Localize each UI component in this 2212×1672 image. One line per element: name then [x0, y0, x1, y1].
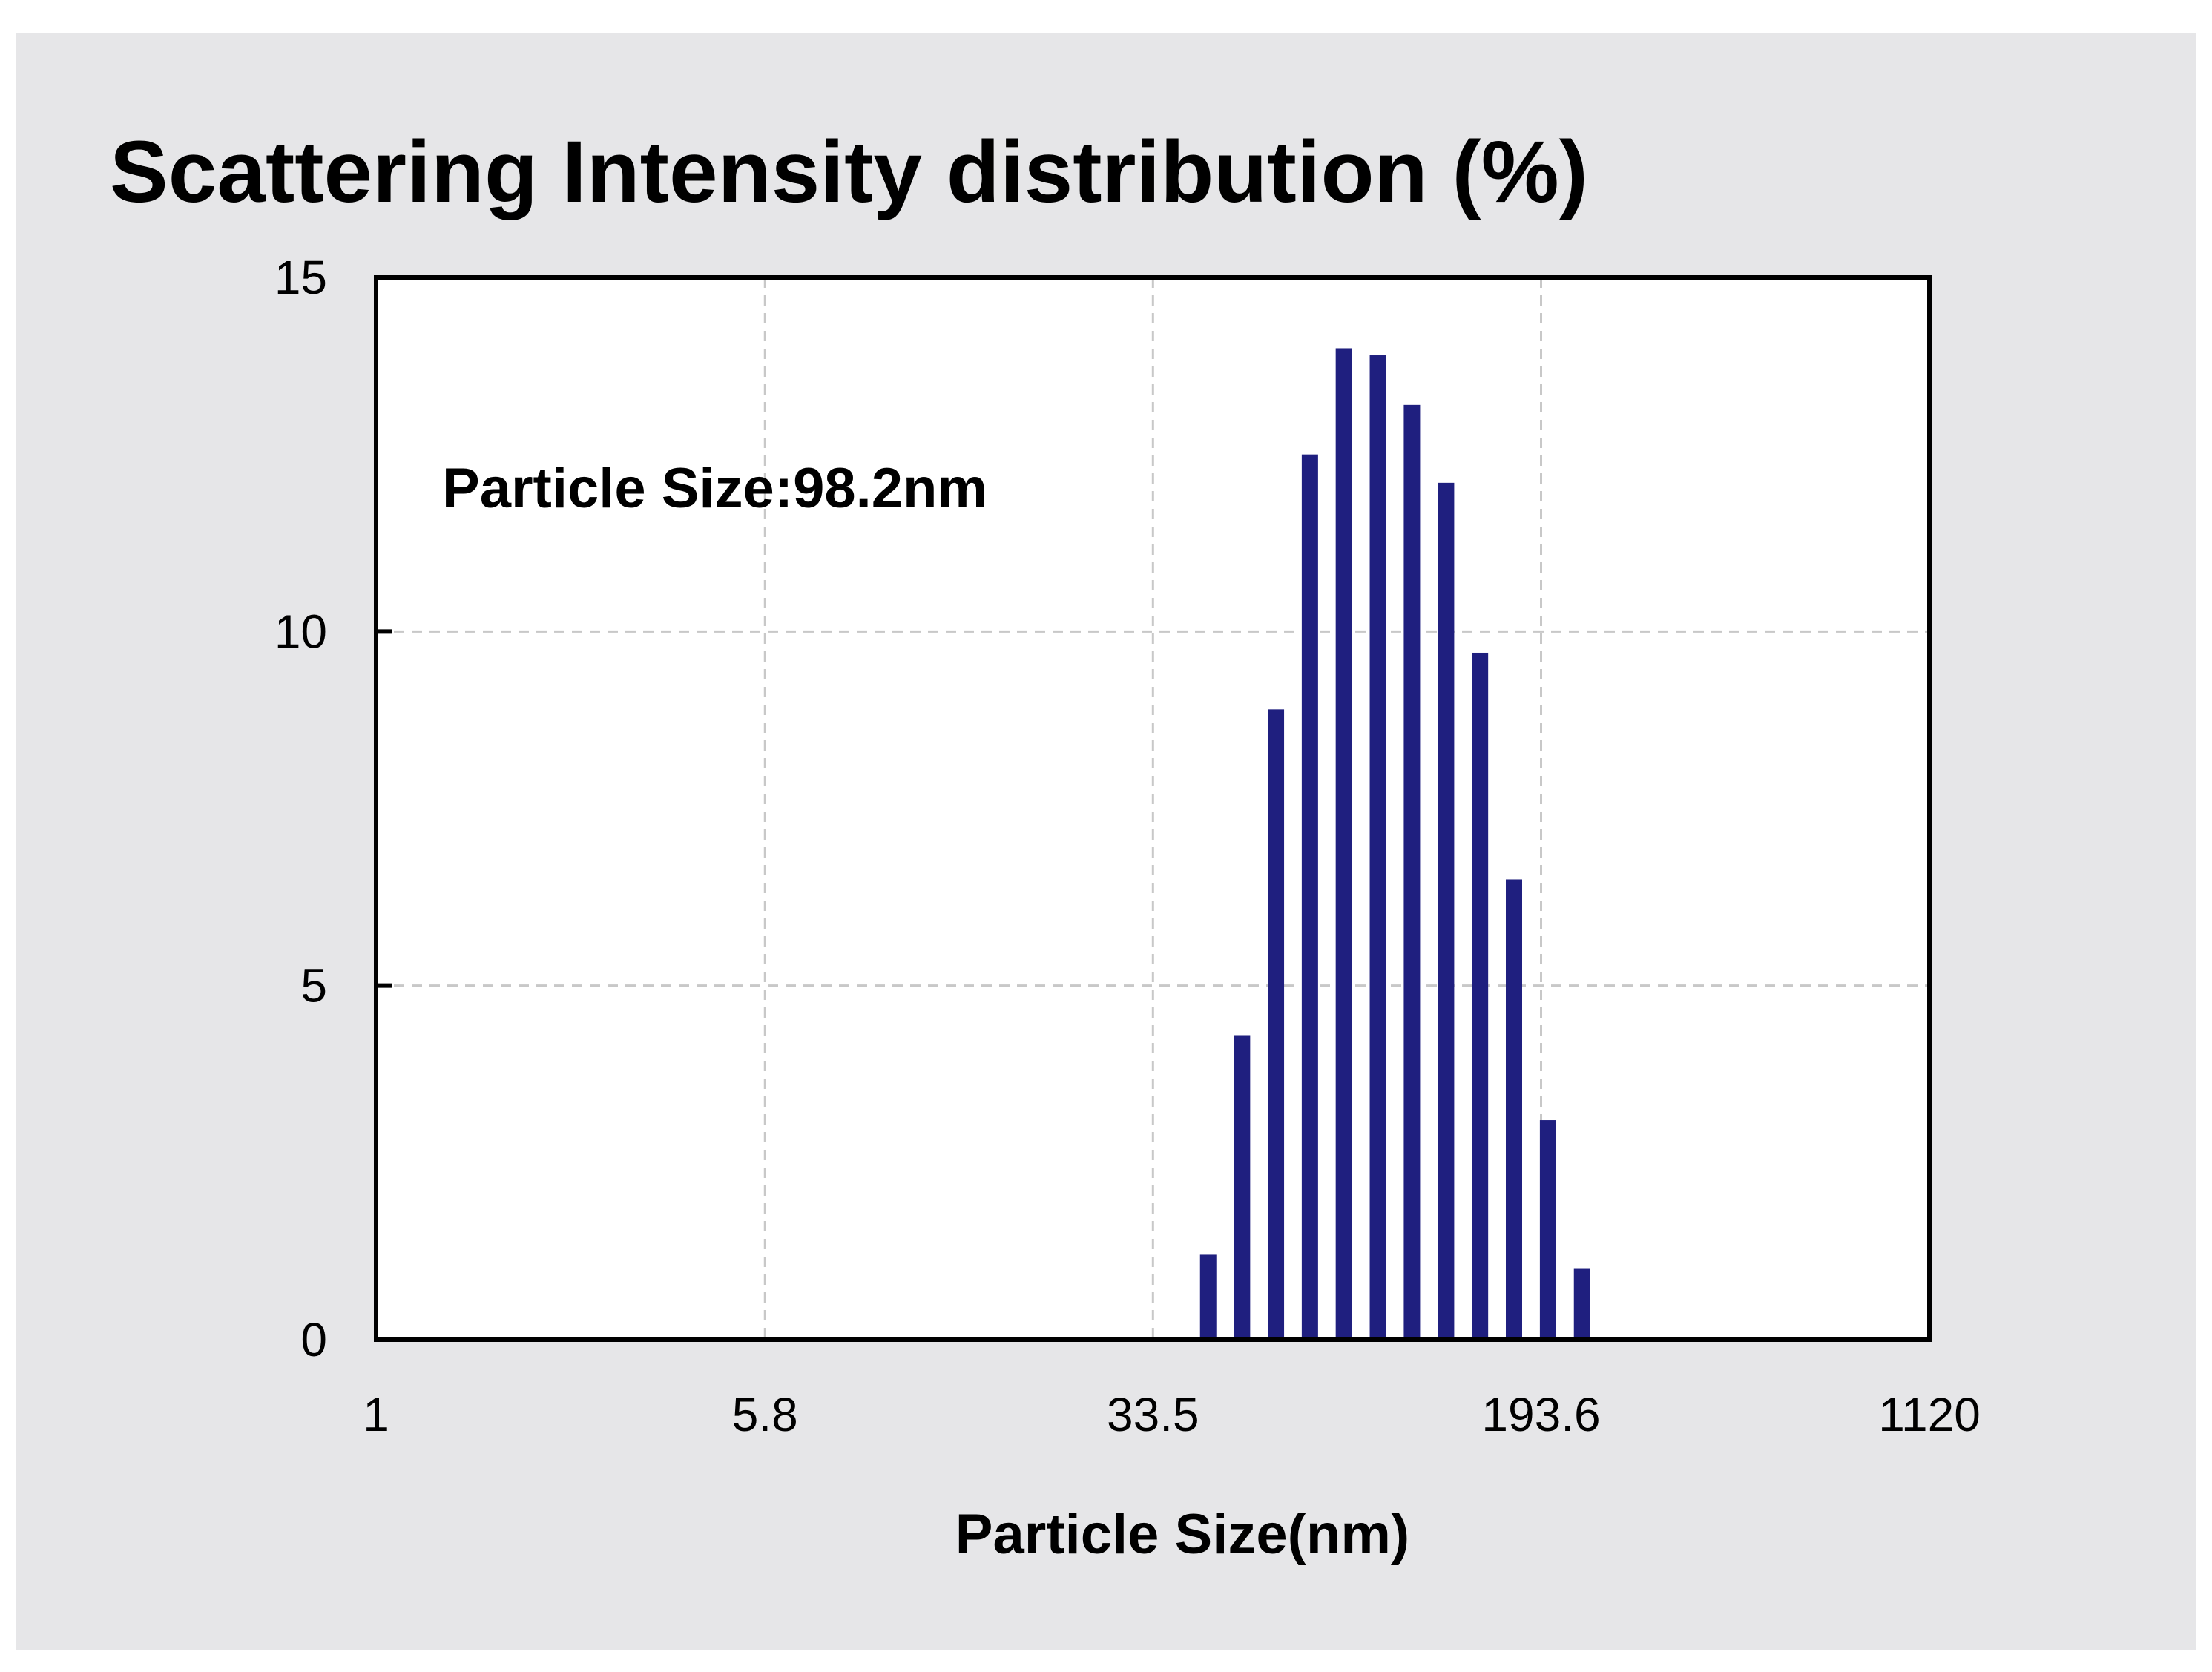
bar [1438, 482, 1455, 1340]
x-tick-label: 1 [363, 1388, 389, 1441]
particle-size-annotation: Particle Size:98.2nm [442, 457, 987, 520]
bars [1199, 348, 1590, 1340]
bar [1335, 348, 1352, 1340]
bar [1369, 355, 1386, 1340]
chart-panel: Scattering Intensity distribution (%) 0 5… [16, 33, 2196, 1650]
bar [1573, 1268, 1590, 1340]
x-axis: 1 5.8 33.5 193.6 1120 [363, 1388, 1981, 1441]
x-tick-label: 193.6 [1481, 1388, 1600, 1441]
bar [1505, 879, 1522, 1340]
x-axis-title: Particle Size(nm) [955, 1503, 1409, 1566]
bar [1301, 454, 1318, 1340]
x-tick-label: 33.5 [1107, 1388, 1199, 1441]
bar [1403, 404, 1421, 1340]
plot-area [376, 277, 1929, 1340]
x-tick-label: 5.8 [732, 1388, 798, 1441]
grid-lines [376, 277, 1929, 1340]
plot-frame [374, 275, 1932, 1342]
chart: Scattering Intensity distribution (%) 0 5… [110, 123, 1981, 1566]
bar [1539, 1120, 1556, 1340]
y-axis: 0 5 10 15 [274, 251, 392, 1366]
bar [1268, 709, 1285, 1340]
bar [1472, 652, 1489, 1340]
x-tick-label: 1120 [1878, 1388, 1981, 1441]
bar [1234, 1035, 1251, 1340]
y-tick-label: 0 [300, 1313, 327, 1366]
chart-title: Scattering Intensity distribution (%) [110, 123, 1588, 221]
y-tick-label: 5 [300, 959, 327, 1013]
y-tick-label: 10 [274, 605, 327, 658]
bar [1199, 1254, 1217, 1340]
y-tick-label: 15 [274, 251, 327, 304]
